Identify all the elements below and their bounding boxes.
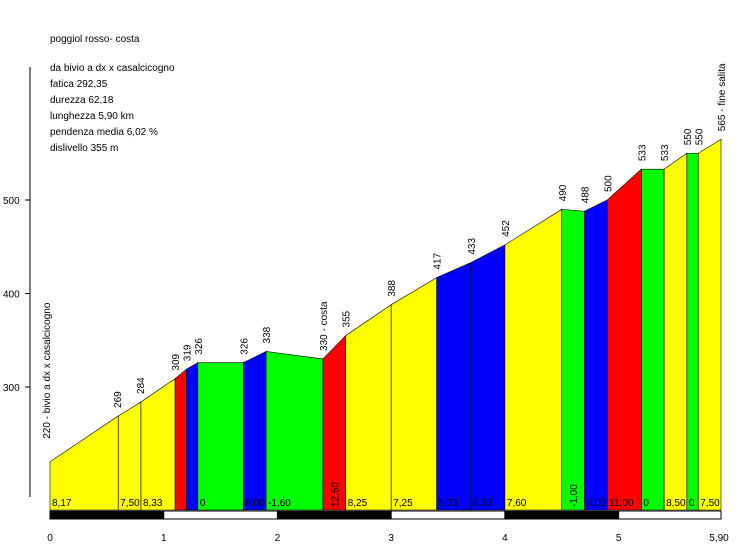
segment-green (641, 168, 665, 511)
grade-label: 5,33 (439, 498, 459, 509)
elevation-label-start: 220 - bivio a dx x casalcicogno (42, 302, 53, 439)
x-tick-label: 5,90 (709, 533, 729, 544)
segment-yellow (345, 304, 392, 511)
elevation-label: 550 (683, 128, 694, 145)
distance-bar-segment (390, 510, 506, 520)
y-tick-label: 500 (3, 196, 20, 207)
grade-label: -1,60 (268, 498, 291, 509)
x-tick-label: 1 (161, 533, 167, 544)
segment-green (265, 351, 324, 511)
segment-blue (186, 362, 199, 511)
grade-label: 12,50 (330, 482, 341, 507)
info-start: da bivio a dx x casalcicogno (50, 63, 175, 74)
segment-yellow (504, 208, 563, 511)
grade-label: 8,25 (348, 498, 368, 509)
grade-label: 7,50 (120, 498, 140, 509)
elevation-label: 326 (239, 338, 250, 355)
segment-green (561, 209, 585, 511)
segment-yellow (117, 401, 142, 511)
segment-blue (470, 244, 506, 511)
segment-blue (243, 350, 267, 511)
elevation-label: 433 (467, 238, 478, 255)
elevation-label: 565 - fine salita (717, 63, 728, 131)
segment-green (686, 152, 699, 511)
info-durezza: durezza 62,18 (50, 95, 114, 106)
info-lunghezza: lunghezza 5,90 km (50, 111, 134, 122)
elevation-label: 388 (387, 280, 398, 297)
y-tick-label: 400 (3, 290, 20, 301)
grade-label: 7,50 (700, 498, 720, 509)
x-tick-label: 2 (275, 533, 281, 544)
elevation-label: 309 (171, 353, 182, 370)
x-tick-label: 3 (388, 533, 394, 544)
elevation-label: 490 (558, 184, 569, 201)
segment-red (606, 168, 642, 511)
elevation-label: 269 (113, 391, 124, 408)
elevation-label: 284 (136, 377, 147, 394)
distance-bar-segment (504, 510, 620, 520)
info-box: poggiol rosso- costa da bivio a dx x cas… (50, 32, 175, 157)
segment-yellow (140, 378, 176, 511)
grade-label: 8,33 (143, 498, 163, 509)
profile-title: poggiol rosso- costa (50, 34, 140, 45)
info-fatica: fatica 292,35 (50, 79, 108, 90)
elevation-label: 500 (603, 175, 614, 192)
distance-bar-segment (163, 510, 278, 520)
segment-yellow (390, 277, 437, 511)
profile-segments (49, 138, 722, 511)
grade-label: 8,17 (52, 498, 72, 509)
elevation-label: 533 (637, 144, 648, 161)
segment-yellow (663, 152, 688, 511)
grade-label: 0 (643, 498, 649, 509)
x-tick-label: 5 (616, 533, 622, 544)
grade-label: 8,50 (666, 498, 686, 509)
grade-label: -1,00 (569, 484, 580, 507)
grade-label: 7,25 (393, 498, 413, 509)
grade-label: 0 (200, 498, 206, 509)
elevation-label: 550 (694, 128, 705, 145)
distance-bar-segment (276, 510, 392, 520)
grade-label: 6,33 (473, 498, 493, 509)
grade-label: 6,00 (587, 498, 607, 509)
segment-blue (436, 262, 472, 511)
segment-yellow (49, 415, 119, 511)
x-tick-label: 0 (47, 533, 53, 544)
segment-blue (584, 199, 608, 511)
elevation-label: 488 (581, 186, 592, 203)
distance-bar-segment (618, 510, 722, 520)
elevation-label: 330 - costa (319, 301, 330, 351)
elevation-label: 319 (182, 344, 193, 361)
grade-label: 0 (689, 498, 695, 509)
grade-label: 7,60 (507, 498, 527, 509)
elevation-label: 452 (501, 220, 512, 237)
segment-green (197, 362, 244, 511)
grade-label: 6,00 (245, 498, 265, 509)
elevation-label: 326 (194, 338, 205, 355)
segment-yellow (697, 138, 722, 511)
elevation-label: 417 (433, 252, 444, 269)
grade-label: 11,00 (609, 498, 634, 509)
info-pendenza: pendenza media 6,02 % (50, 127, 158, 138)
y-tick-label: 300 (3, 383, 20, 394)
segment-red (174, 368, 187, 511)
info-dislivello: dislivello 355 m (50, 143, 119, 154)
elevation-label: 338 (262, 326, 273, 343)
elevation-label: 533 (660, 144, 671, 161)
elevation-label: 355 (342, 310, 353, 327)
x-tick-label: 4 (502, 533, 508, 544)
distance-bar-segment (49, 510, 165, 520)
